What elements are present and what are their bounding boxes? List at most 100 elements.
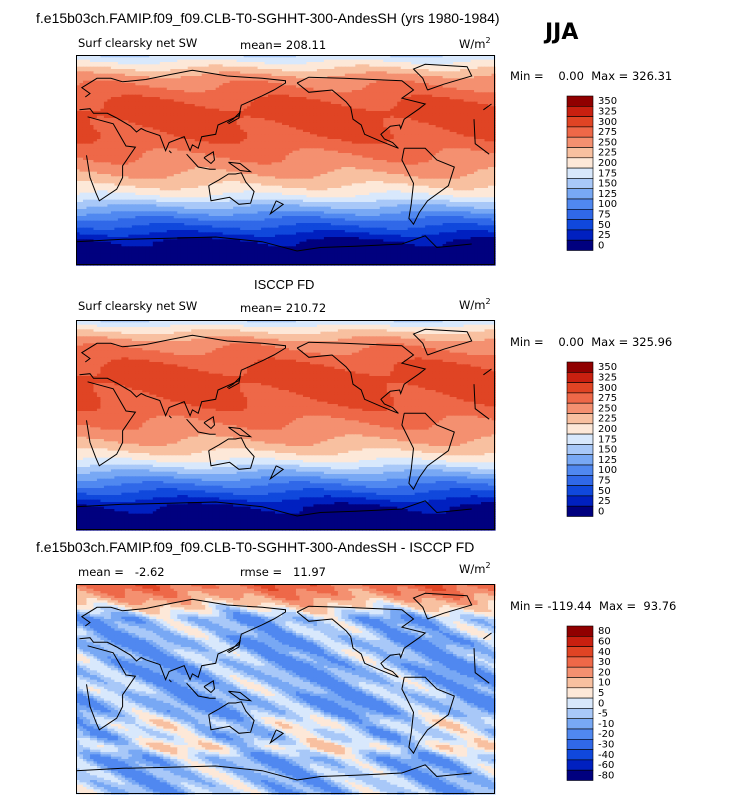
- heat-cell: [110, 134, 116, 138]
- heat-cell: [254, 62, 259, 65]
- heat-cell: [76, 150, 81, 154]
- heat-cell: [344, 64, 349, 68]
- heat-cell: [337, 125, 342, 128]
- heat-cell: [299, 66, 304, 70]
- heat-cell: [299, 113, 304, 117]
- heat-cell: [330, 136, 335, 140]
- heat-cell: [453, 59, 458, 63]
- heat-cell: [292, 127, 297, 131]
- heat-cell: [306, 57, 311, 61]
- heat-cell: [302, 148, 308, 152]
- heat-cell: [131, 99, 136, 103]
- heat-cell: [425, 106, 430, 110]
- heat-cell: [344, 94, 349, 98]
- heat-cell: [327, 69, 332, 72]
- heat-cell: [177, 99, 182, 103]
- heat-cell: [404, 69, 409, 72]
- heat-cell: [177, 106, 182, 110]
- heat-cell: [484, 125, 489, 128]
- heat-cell: [397, 122, 402, 126]
- heat-cell: [309, 148, 315, 152]
- heat-cell: [103, 85, 109, 89]
- heat-cell: [400, 69, 405, 72]
- heat-cell: [271, 57, 276, 61]
- heat-cell: [89, 111, 95, 114]
- heat-cell: [397, 78, 402, 82]
- heat-cell: [170, 94, 175, 98]
- heat-cell: [344, 76, 349, 79]
- heat-cell: [302, 127, 308, 131]
- heat-cell: [198, 108, 203, 112]
- heat-cell: [484, 78, 489, 82]
- heat-cell: [166, 66, 171, 70]
- heat-cell: [159, 120, 164, 124]
- heat-cell: [145, 87, 150, 91]
- heat-cell: [351, 78, 356, 82]
- heat-cell: [285, 136, 290, 140]
- heat-cell: [89, 66, 95, 70]
- heat-cell: [344, 115, 349, 119]
- heat-cell: [404, 104, 409, 107]
- heat-cell: [198, 57, 203, 61]
- heat-cell: [348, 73, 353, 77]
- heat-cell: [170, 127, 175, 131]
- heat-cell: [386, 101, 391, 105]
- heat-cell: [257, 64, 262, 68]
- heat-cell: [341, 94, 346, 98]
- heat-cell: [358, 108, 363, 112]
- heat-cell: [89, 99, 95, 103]
- heat-cell: [142, 111, 147, 114]
- heat-cell: [344, 85, 349, 89]
- heat-cell: [194, 127, 199, 131]
- heat-cell: [219, 59, 224, 63]
- heat-cell: [107, 80, 112, 84]
- heat-cell: [93, 134, 98, 138]
- heat-cell: [149, 108, 154, 112]
- heat-cell: [320, 106, 325, 110]
- heat-cell: [138, 113, 143, 117]
- heat-cell: [124, 108, 129, 112]
- heat-cell: [205, 64, 210, 68]
- heat-cell: [121, 85, 126, 89]
- heat-cell: [156, 120, 161, 124]
- heat-cell: [177, 148, 182, 152]
- heat-cell: [397, 94, 402, 98]
- heat-cell: [212, 143, 217, 147]
- heat-cell: [275, 143, 280, 147]
- heat-cell: [261, 132, 266, 135]
- heat-cell: [320, 55, 325, 58]
- heat-cell: [205, 136, 210, 140]
- heat-cell: [400, 108, 405, 112]
- heat-cell: [201, 76, 206, 79]
- heat-cell: [334, 59, 339, 63]
- heat-cell: [156, 127, 161, 131]
- heat-cell: [149, 136, 154, 140]
- heat-cell: [365, 118, 370, 121]
- heat-cell: [435, 101, 440, 105]
- heat-cell: [351, 129, 356, 133]
- heat-cell: [170, 83, 175, 86]
- heat-cell: [145, 99, 150, 103]
- heat-cell: [229, 115, 234, 119]
- heat-cell: [205, 106, 210, 110]
- heat-cell: [351, 83, 356, 86]
- heat-cell: [142, 118, 147, 121]
- heat-cell: [170, 132, 175, 135]
- heat-cell: [142, 139, 147, 142]
- heat-cell: [205, 99, 210, 103]
- heat-cell: [226, 148, 231, 152]
- heat-cell: [456, 122, 461, 126]
- heat-cell: [107, 55, 112, 58]
- heat-cell: [103, 101, 109, 105]
- heat-cell: [170, 64, 175, 68]
- heat-cell: [250, 111, 255, 114]
- heat-cell: [467, 118, 472, 121]
- heat-cell: [177, 120, 182, 124]
- heat-cell: [358, 94, 363, 98]
- heat-cell: [117, 148, 122, 152]
- heat-cell: [205, 101, 210, 105]
- heat-cell: [229, 99, 234, 103]
- heat-cell: [96, 87, 102, 91]
- heat-cell: [313, 136, 318, 140]
- heat-cell: [163, 57, 168, 61]
